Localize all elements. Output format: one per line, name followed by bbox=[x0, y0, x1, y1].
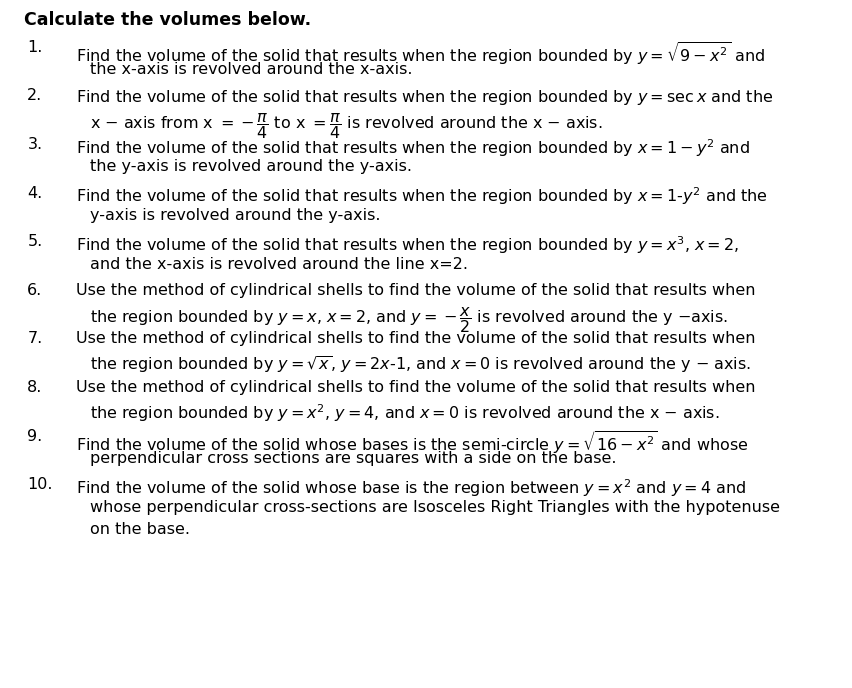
Text: Find the volume of the solid that results when the region bounded by $y = \sqrt{: Find the volume of the solid that result… bbox=[76, 40, 763, 67]
Text: Use the method of cylindrical shells to find the volume of the solid that result: Use the method of cylindrical shells to … bbox=[76, 332, 754, 347]
Text: the y-axis is revolved around the y-axis.: the y-axis is revolved around the y-axis… bbox=[90, 159, 412, 174]
Text: and the x-axis is revolved around the line x=2.: and the x-axis is revolved around the li… bbox=[90, 257, 468, 272]
Text: Find the volume of the solid that results when the region bounded by $y = \sec x: Find the volume of the solid that result… bbox=[76, 88, 772, 107]
Text: Find the volume of the solid that results when the region bounded by $y = x^3$, : Find the volume of the solid that result… bbox=[76, 234, 738, 256]
Text: 9.: 9. bbox=[27, 429, 43, 444]
Text: Find the volume of the solid that results when the region bounded by $x=1\text{-: Find the volume of the solid that result… bbox=[76, 186, 767, 207]
Text: 3.: 3. bbox=[27, 137, 43, 152]
Text: y-axis is revolved around the y-axis.: y-axis is revolved around the y-axis. bbox=[90, 208, 381, 223]
Text: 1.: 1. bbox=[27, 40, 43, 54]
Text: 6.: 6. bbox=[27, 283, 43, 298]
Text: 8.: 8. bbox=[27, 380, 43, 395]
Text: Use the method of cylindrical shells to find the volume of the solid that result: Use the method of cylindrical shells to … bbox=[76, 283, 754, 298]
Text: whose perpendicular cross-sections are Isosceles Right Triangles with the hypote: whose perpendicular cross-sections are I… bbox=[90, 499, 780, 515]
Text: 4.: 4. bbox=[27, 186, 43, 201]
Text: Find the volume of the solid whose base is the region between $y = x^2$ and $y =: Find the volume of the solid whose base … bbox=[76, 477, 745, 499]
Text: 5.: 5. bbox=[27, 234, 43, 249]
Text: 2.: 2. bbox=[27, 88, 43, 103]
Text: 10.: 10. bbox=[27, 477, 53, 493]
Text: the region bounded by $y = x$, $x = 2$, and $y = -\dfrac{x}{2}$ is revolved arou: the region bounded by $y = x$, $x = 2$, … bbox=[90, 305, 728, 335]
Text: Find the volume of the solid whose bases is the semi-circle $y = \sqrt{16 - x^2}: Find the volume of the solid whose bases… bbox=[76, 429, 747, 455]
Text: Use the method of cylindrical shells to find the volume of the solid that result: Use the method of cylindrical shells to … bbox=[76, 380, 754, 395]
Text: 7.: 7. bbox=[27, 332, 43, 347]
Text: x $-$ axis from x $= -\dfrac{\pi}{4}$ to x $= \dfrac{\pi}{4}$ is revolved around: x $-$ axis from x $= -\dfrac{\pi}{4}$ to… bbox=[90, 111, 602, 140]
Text: Find the volume of the solid that results when the region bounded by $x = 1 - y^: Find the volume of the solid that result… bbox=[76, 137, 749, 159]
Text: the region bounded by $y = \sqrt{x}$, $y = 2x\text{-}1$, and $x = 0$ is revolved: the region bounded by $y = \sqrt{x}$, $y… bbox=[90, 354, 751, 375]
Text: Calculate the volumes below.: Calculate the volumes below. bbox=[24, 11, 310, 29]
Text: on the base.: on the base. bbox=[90, 522, 190, 537]
Text: perpendicular cross sections are squares with a side on the base.: perpendicular cross sections are squares… bbox=[90, 451, 616, 466]
Text: the x-axis is revolved around the x-axis.: the x-axis is revolved around the x-axis… bbox=[90, 62, 412, 77]
Text: the region bounded by $y = x^2$, $y = 4$, and $x = 0$ is revolved around the x $: the region bounded by $y = x^2$, $y = 4$… bbox=[90, 402, 719, 424]
